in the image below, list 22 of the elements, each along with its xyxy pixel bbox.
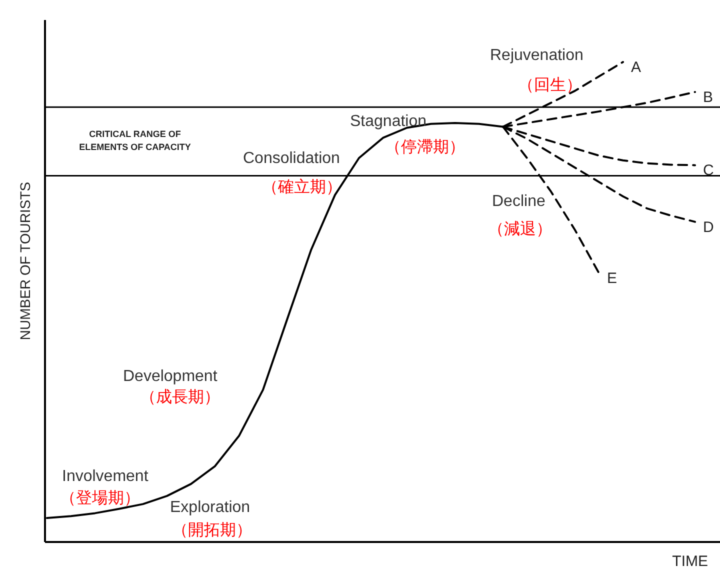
annotation: Rejuvenation [490, 47, 584, 64]
annotation: （開拓期） [172, 521, 252, 539]
series-label: A [631, 59, 642, 76]
series-label: D [703, 218, 714, 236]
annotation: （登場期） [60, 489, 140, 507]
x-axis-title: TIME [672, 553, 708, 570]
series-label: C [703, 162, 714, 180]
series-label: E [607, 270, 618, 288]
annotation: Stagnation [350, 113, 427, 130]
series-label: B [703, 89, 714, 106]
annotation: Decline [492, 193, 546, 210]
annotation: Exploration [170, 499, 250, 516]
annotation: （停滯期） [385, 138, 465, 156]
annotation: Consolidation [243, 150, 340, 167]
annotation: CRITICAL RANGE OF ELEMENTS OF CAPACITY [79, 129, 191, 152]
annotation: Development [123, 368, 218, 385]
annotation: （確立期） [262, 178, 342, 196]
annotation: （成長期） [140, 388, 220, 406]
annotation: （回生） [518, 76, 582, 94]
annotation: Involvement [62, 468, 149, 485]
y-axis-title: NUMBER OF TOURISTS [17, 182, 33, 340]
annotation: （減退） [488, 220, 552, 238]
